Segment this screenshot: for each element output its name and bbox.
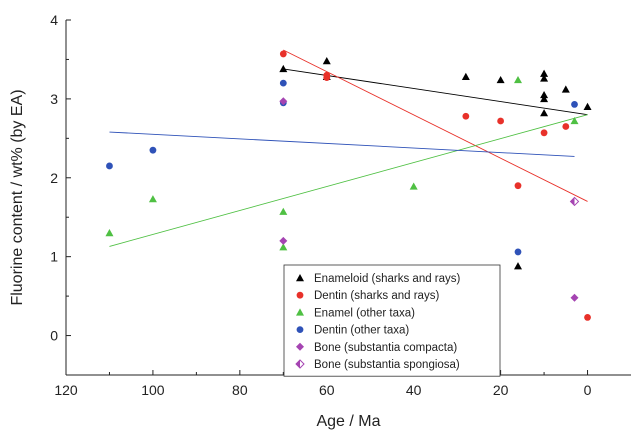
trend-line bbox=[109, 114, 588, 247]
data-point bbox=[514, 75, 522, 84]
data-points bbox=[105, 50, 592, 321]
x-tick-label: 0 bbox=[584, 382, 592, 398]
x-axis-title: Age / Ma bbox=[316, 413, 380, 430]
trend-line bbox=[109, 131, 575, 157]
data-point bbox=[409, 182, 418, 190]
legend-label: Enamel (other taxa) bbox=[314, 307, 415, 319]
y-tick-label: 1 bbox=[50, 249, 58, 265]
trendlines bbox=[109, 49, 588, 247]
legend-marker bbox=[296, 326, 304, 333]
data-point bbox=[569, 196, 580, 207]
legend-label: Bone (substantia compacta) bbox=[314, 342, 457, 354]
legend-marker bbox=[296, 308, 304, 316]
data-point bbox=[148, 195, 157, 203]
x-tick-label: 80 bbox=[232, 382, 248, 398]
data-point bbox=[514, 262, 522, 270]
legend: Enameloid (sharks and rays) Dentin (shark… bbox=[283, 264, 501, 377]
data-point bbox=[279, 64, 288, 73]
marker-half-fill bbox=[296, 360, 300, 368]
x-tick-label: 100 bbox=[141, 382, 165, 398]
data-point bbox=[540, 129, 548, 137]
data-point bbox=[106, 162, 113, 170]
y-tick-label: 4 bbox=[50, 12, 58, 28]
data-point bbox=[322, 57, 331, 65]
data-point bbox=[540, 90, 549, 99]
trend-line bbox=[283, 49, 588, 202]
data-point bbox=[540, 69, 549, 77]
trend-line bbox=[283, 68, 588, 116]
data-point bbox=[562, 123, 570, 130]
data-point bbox=[584, 314, 591, 321]
y-tick-label: 0 bbox=[50, 328, 58, 344]
legend-label: Dentin (other taxa) bbox=[314, 325, 409, 337]
data-point bbox=[496, 75, 505, 84]
legend-marker bbox=[296, 291, 304, 299]
data-point bbox=[461, 72, 470, 80]
legend-marker bbox=[296, 342, 304, 351]
y-axis-title: Fluorine content / wt% (by EA) bbox=[9, 89, 26, 305]
legend-marker bbox=[296, 274, 304, 282]
legend-label: Dentin (sharks and rays) bbox=[314, 290, 439, 302]
y-tick-label: 3 bbox=[50, 91, 58, 107]
x-tick-label: 120 bbox=[54, 382, 78, 398]
data-point bbox=[462, 112, 470, 120]
x-tick-label: 60 bbox=[319, 382, 335, 398]
x-tick-label: 20 bbox=[493, 382, 509, 398]
legend-box bbox=[283, 264, 501, 377]
data-point bbox=[149, 146, 157, 154]
data-point bbox=[514, 182, 522, 190]
data-point bbox=[279, 236, 288, 245]
data-point bbox=[279, 79, 287, 87]
data-point bbox=[323, 74, 331, 81]
data-point bbox=[540, 109, 549, 117]
x-axis-ticks: 120 100 80 60 40 20 0 bbox=[54, 370, 592, 398]
y-axis-ticks: 0 1 2 3 4 bbox=[50, 12, 71, 376]
data-point bbox=[540, 94, 549, 103]
x-tick-label: 40 bbox=[406, 382, 422, 398]
legend-label: Enameloid (sharks and rays) bbox=[314, 273, 461, 285]
data-point bbox=[561, 85, 570, 93]
data-point bbox=[279, 50, 287, 58]
data-point bbox=[540, 74, 549, 82]
data-point bbox=[514, 248, 522, 256]
data-point bbox=[105, 229, 114, 237]
data-point bbox=[279, 243, 288, 251]
data-point bbox=[279, 97, 288, 106]
data-point bbox=[570, 293, 579, 302]
y-tick-label: 2 bbox=[50, 170, 58, 186]
marker-half-fill bbox=[570, 197, 575, 206]
legend-label: Bone (substantia spongiosa) bbox=[314, 359, 460, 371]
data-point bbox=[279, 207, 288, 215]
data-point bbox=[571, 101, 578, 108]
data-point bbox=[497, 117, 505, 125]
data-point bbox=[570, 116, 579, 125]
data-point bbox=[583, 102, 592, 110]
legend-marker bbox=[295, 359, 305, 369]
